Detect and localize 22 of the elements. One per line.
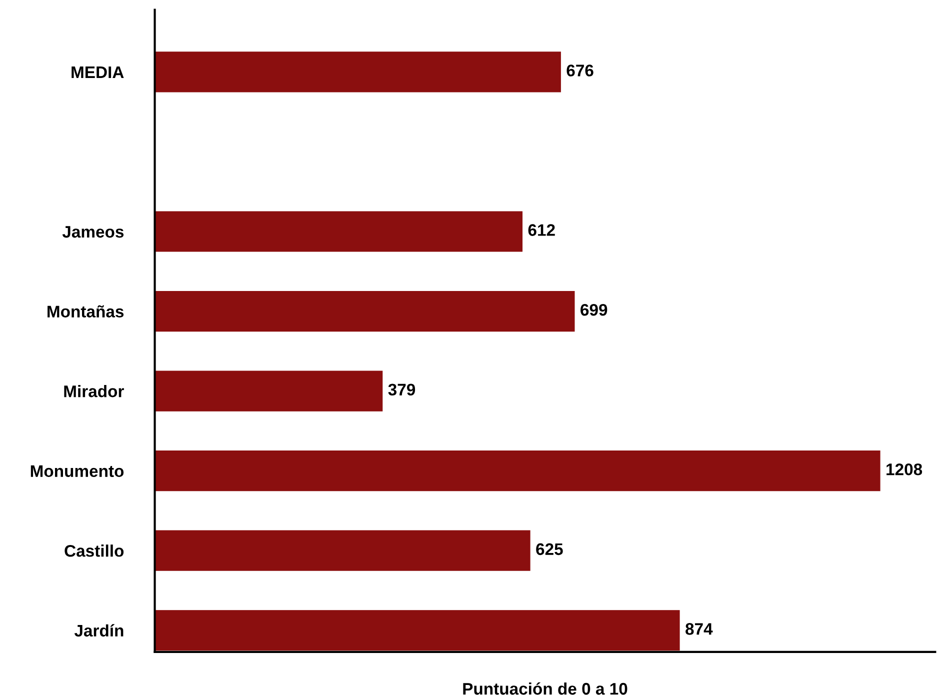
- data-label: 1208: [886, 463, 922, 476]
- y-tick-label: Jardín: [74, 624, 124, 637]
- bar: [154, 290, 575, 332]
- y-tick-label: Jameos: [62, 226, 124, 238]
- y-tick-label: Castillo: [64, 544, 124, 557]
- x-axis-title: Puntuación de 0 a 10: [463, 682, 628, 695]
- bar: [154, 610, 680, 651]
- bar: [154, 370, 383, 412]
- bar: [154, 450, 880, 492]
- data-label: 612: [528, 224, 555, 236]
- bar: [154, 52, 561, 92]
- y-tick-label: Monumento: [30, 465, 124, 478]
- y-tick-label: Montañas: [48, 305, 124, 318]
- y-tick-label: MEDIA: [72, 66, 124, 78]
- bar: [154, 211, 523, 252]
- data-label: 379: [388, 384, 416, 396]
- data-label: 676: [566, 64, 594, 76]
- data-label: 874: [686, 623, 713, 635]
- y-tick-label: Mirador: [64, 385, 124, 398]
- data-label: 625: [536, 543, 563, 556]
- bar: [154, 530, 530, 571]
- data-label: 699: [580, 304, 608, 316]
